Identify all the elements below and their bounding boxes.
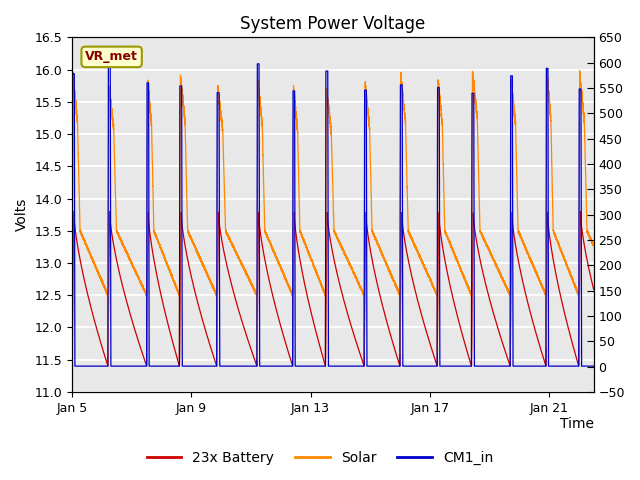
Y-axis label: Volts: Volts <box>15 198 29 231</box>
Text: VR_met: VR_met <box>85 50 138 63</box>
Title: System Power Voltage: System Power Voltage <box>240 15 426 33</box>
X-axis label: Time: Time <box>559 418 594 432</box>
Legend: 23x Battery, Solar, CM1_in: 23x Battery, Solar, CM1_in <box>141 445 499 471</box>
